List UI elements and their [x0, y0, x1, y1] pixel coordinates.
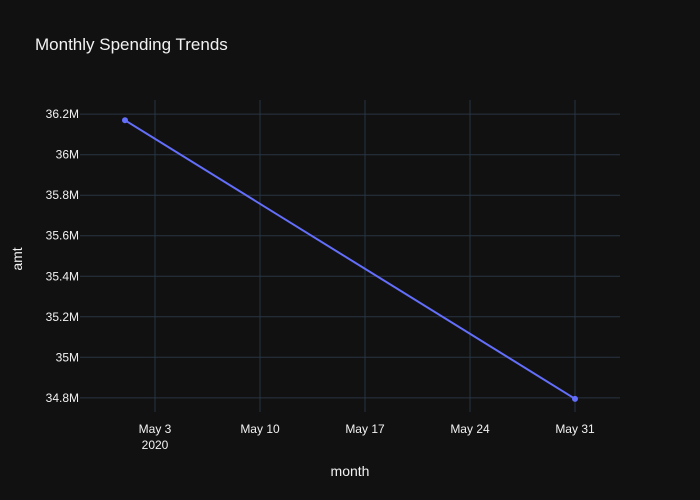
data-point[interactable]	[122, 117, 128, 124]
x-axis-title: month	[331, 463, 370, 479]
y-tick-label: 35M	[56, 350, 79, 364]
y-tick-label: 35.4M	[46, 269, 79, 283]
series-layer	[122, 117, 578, 402]
data-point[interactable]	[572, 395, 578, 402]
x-tick-label: May 3	[139, 422, 172, 436]
y-tick-label: 36.2M	[46, 107, 79, 121]
x-tick-year-label: 2020	[142, 438, 169, 452]
x-tick-label: May 10	[240, 422, 280, 436]
chart-title: Monthly Spending Trends	[35, 35, 228, 54]
y-tick-label: 35.2M	[46, 310, 79, 324]
y-tick-label: 35.6M	[46, 229, 79, 243]
x-tick-label: May 24	[450, 422, 490, 436]
y-tick-label: 34.8M	[46, 391, 79, 405]
y-axis-ticks: 34.8M 35M 35.2M 35.4M 35.6M 35.8M 36M 36.2M	[46, 107, 79, 405]
y-tick-label: 36M	[56, 148, 79, 162]
x-tick-label: May 17	[345, 422, 385, 436]
series-line	[124, 119, 576, 400]
y-axis-title: amt	[9, 247, 25, 270]
x-tick-label: May 31	[555, 422, 595, 436]
grid-layer	[80, 100, 620, 412]
x-axis-ticks: May 3 2020 May 10 May 17 May 24 May 31	[139, 422, 595, 452]
y-tick-label: 35.8M	[46, 188, 79, 202]
